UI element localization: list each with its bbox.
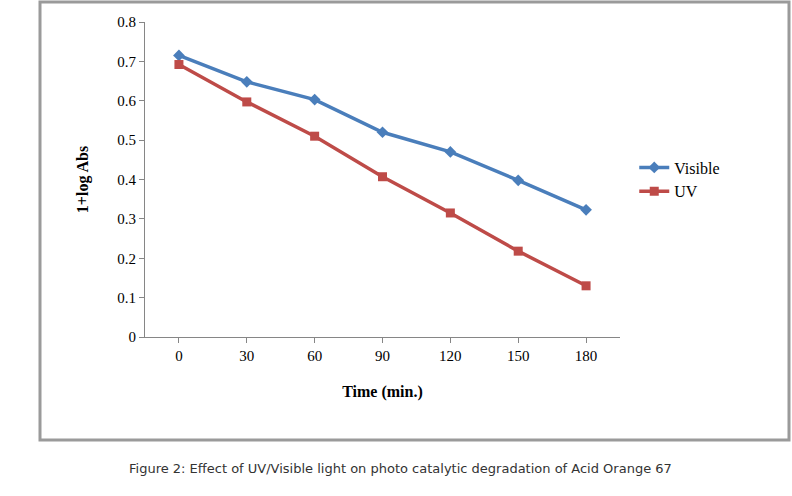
svg-text:150: 150 [507, 348, 530, 364]
svg-text:30: 30 [239, 348, 254, 364]
svg-text:0.1: 0.1 [117, 290, 136, 306]
svg-text:90: 90 [375, 348, 390, 364]
svg-text:0.4: 0.4 [117, 172, 136, 188]
svg-text:0: 0 [129, 329, 137, 345]
svg-text:120: 120 [439, 348, 462, 364]
svg-text:0.2: 0.2 [117, 251, 136, 267]
svg-text:0.7: 0.7 [117, 54, 136, 70]
svg-text:1+log Abs: 1+log Abs [74, 146, 92, 213]
svg-text:180: 180 [575, 348, 598, 364]
svg-text:UV: UV [674, 183, 698, 200]
svg-text:Visible: Visible [674, 160, 719, 177]
svg-text:Time (min.): Time (min.) [342, 383, 423, 401]
svg-text:60: 60 [307, 348, 322, 364]
svg-text:0.3: 0.3 [117, 211, 136, 227]
svg-text:0: 0 [175, 348, 183, 364]
svg-text:0.8: 0.8 [117, 14, 136, 30]
svg-text:0.6: 0.6 [117, 93, 136, 109]
svg-text:0.5: 0.5 [117, 132, 136, 148]
svg-text:Figure 2: Effect of UV/Visible: Figure 2: Effect of UV/Visible light on … [129, 461, 672, 476]
